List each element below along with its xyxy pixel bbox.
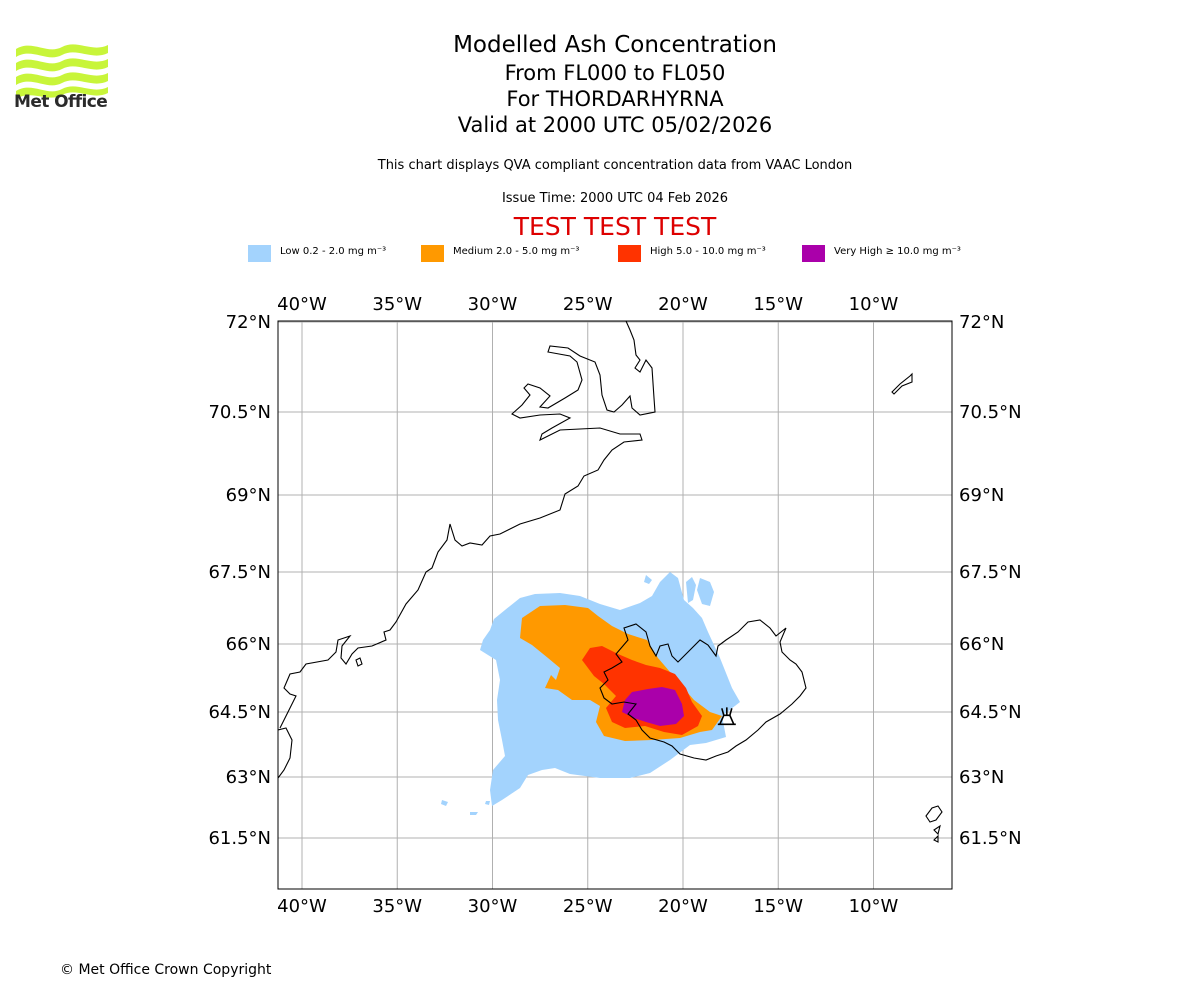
issue-time: Issue Time: 2000 UTC 04 Feb 2026 — [501, 191, 729, 206]
lat-label-left: 70.5°N — [208, 402, 271, 423]
coastlines — [278, 321, 943, 843]
coastline-iceland — [599, 619, 807, 761]
lat-label-right: 63°N — [959, 767, 1004, 788]
legend-label-low: Low 0.2 - 2.0 mg m⁻³ — [280, 246, 387, 257]
lon-label-top: 20°W — [658, 294, 708, 315]
valid-time: Valid at 2000 UTC 05/02/2026 — [457, 113, 773, 137]
lat-label-left: 67.5°N — [208, 562, 271, 583]
volcano-icon — [717, 707, 736, 726]
lon-label-bottom: 30°W — [468, 896, 518, 917]
lat-label-right: 72°N — [959, 312, 1004, 333]
legend-swatch-medium — [421, 245, 444, 262]
legend-swatch-high — [618, 245, 641, 262]
coastline-faroe — [925, 805, 943, 843]
legend-swatch-very-high — [802, 245, 825, 262]
lon-label-top: 15°W — [753, 294, 803, 315]
lon-label-bottom: 40°W — [277, 896, 327, 917]
lat-label-left: 63°N — [226, 767, 271, 788]
logo-text: Met Office — [14, 92, 108, 112]
lon-label-bottom: 35°W — [372, 896, 422, 917]
legend-label-very-high: Very High ≥ 10.0 mg m⁻³ — [834, 246, 961, 257]
ash-area-very-high — [622, 687, 684, 726]
lat-label-left: 72°N — [226, 312, 271, 333]
lon-label-top: 25°W — [563, 294, 613, 315]
coastline-greenland — [279, 321, 656, 729]
lat-label-left: 66°N — [226, 634, 271, 655]
volcano-name: For THORDARHYRNA — [506, 87, 724, 111]
lat-label-left: 61.5°N — [208, 828, 271, 849]
lat-label-left: 69°N — [226, 485, 271, 506]
lon-label-bottom: 20°W — [658, 896, 708, 917]
axis-labels: 40°W 40°W 35°W 35°W 30°W 30°W 25°W 25°W 20°W 20°W… — [208, 294, 1021, 917]
lat-label-right: 64.5°N — [959, 702, 1022, 723]
coastline-greenland-south — [278, 727, 293, 779]
lon-label-bottom: 25°W — [563, 896, 613, 917]
legend-label-medium: Medium 2.0 - 5.0 mg m⁻³ — [453, 246, 580, 257]
met-office-logo-icon — [16, 44, 108, 99]
ash-contours — [441, 572, 740, 815]
level-range: From FL000 to FL050 — [504, 61, 726, 85]
coastline-jan-mayen — [891, 372, 913, 395]
page-title: Modelled Ash Concentration — [453, 32, 777, 58]
lon-label-top: 35°W — [372, 294, 422, 315]
lat-label-right: 69°N — [959, 485, 1004, 506]
chart-titles: Modelled Ash Concentration From FL000 to… — [315, 30, 915, 138]
legend-swatch-low — [248, 245, 271, 262]
lat-label-left: 64.5°N — [208, 702, 271, 723]
lat-label-right: 67.5°N — [959, 562, 1022, 583]
copyright: © Met Office Crown Copyright — [60, 962, 272, 978]
test-banner: TEST TEST TEST — [513, 212, 717, 241]
legend-label-high: High 5.0 - 10.0 mg m⁻³ — [650, 246, 766, 257]
lat-label-right: 66°N — [959, 634, 1004, 655]
lon-label-top: 30°W — [468, 294, 518, 315]
lon-label-top: 10°W — [849, 294, 899, 315]
lat-label-right: 61.5°N — [959, 828, 1022, 849]
lon-label-bottom: 15°W — [753, 896, 803, 917]
chart-description: This chart displays QVA compliant concen… — [377, 158, 853, 173]
lon-label-top: 40°W — [277, 294, 327, 315]
coastline-islet-1 — [355, 657, 363, 667]
map-frame — [277, 320, 953, 890]
lat-label-right: 70.5°N — [959, 402, 1022, 423]
map-frame-background — [278, 321, 952, 889]
lon-label-bottom: 10°W — [849, 896, 899, 917]
